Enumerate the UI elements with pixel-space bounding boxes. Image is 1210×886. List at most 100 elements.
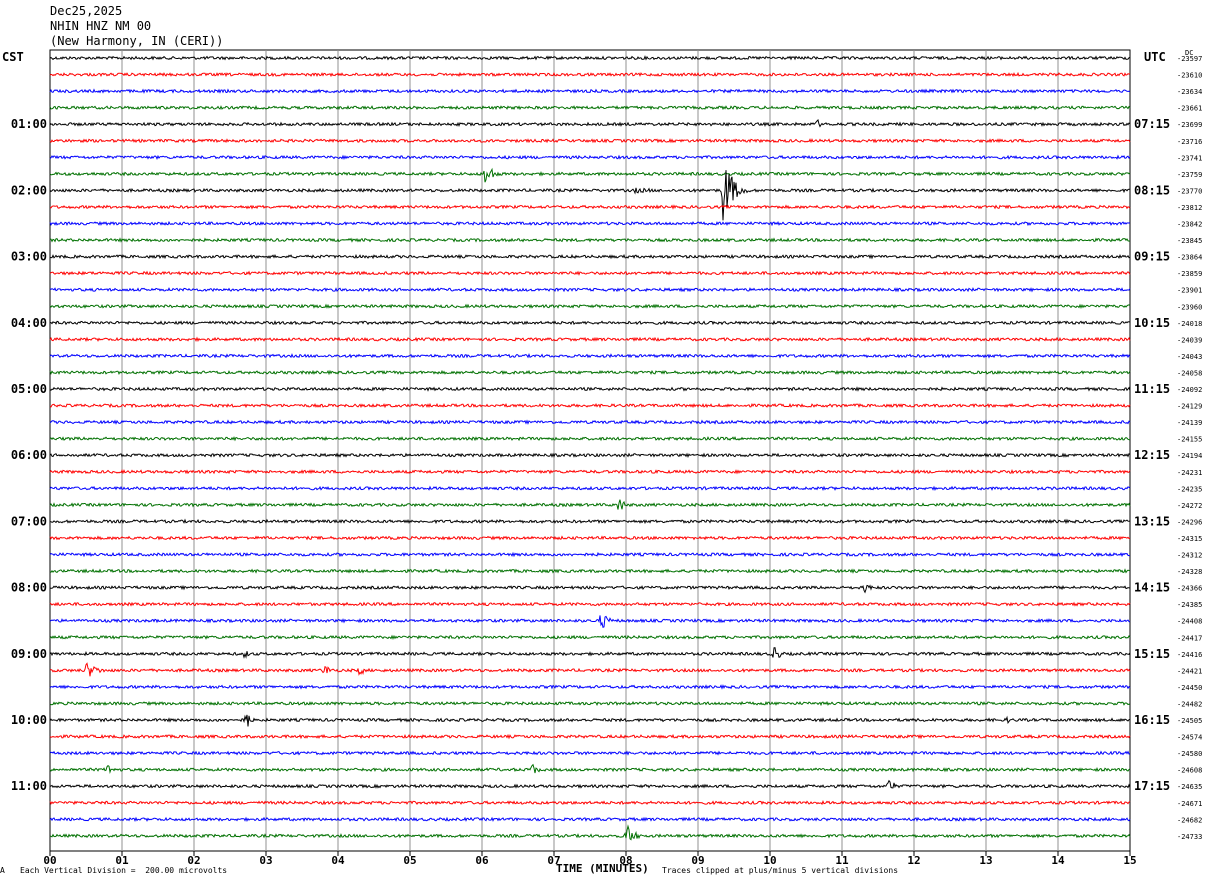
trace-21 — [49, 402, 1131, 409]
dc-offset-label: -24682 — [1177, 816, 1202, 824]
trace-16 — [49, 320, 1131, 326]
trace-41 — [49, 733, 1131, 740]
trace-33 — [49, 601, 1131, 607]
dc-offset-label: -24408 — [1177, 618, 1202, 626]
trace-38 — [49, 684, 1131, 690]
trace-11 — [49, 237, 1131, 243]
trace-13 — [49, 270, 1131, 276]
dc-offset-label: -24043 — [1177, 353, 1202, 361]
trace-46 — [49, 816, 1131, 823]
x-tick-label: 11 — [835, 854, 849, 867]
x-tick-label: 09 — [691, 854, 704, 867]
x-tick-label: 10 — [763, 854, 776, 867]
dc-offset-label: -24312 — [1177, 552, 1202, 560]
trace-14 — [49, 287, 1131, 293]
trace-37 — [49, 662, 1131, 677]
dc-offset-label: -24450 — [1177, 684, 1202, 692]
dc-offset-label: -24155 — [1177, 436, 1202, 444]
left-time-label: 04:00 — [11, 316, 47, 330]
corner-mark: A — [0, 866, 5, 875]
right-time-label: 11:15 — [1134, 382, 1170, 396]
left-time-label: 10:00 — [11, 713, 47, 727]
dc-offset-label: -24417 — [1177, 634, 1202, 642]
dc-offset-label: -23661 — [1177, 105, 1202, 113]
trace-8 — [49, 170, 1130, 221]
dc-offset-label: -24328 — [1177, 568, 1202, 576]
trace-10 — [49, 220, 1131, 227]
dc-offset-label: -24366 — [1177, 585, 1202, 593]
grid-lines — [49, 49, 1131, 856]
dc-offset-label: -24421 — [1177, 667, 1202, 675]
time-labels: 00 01 02 03 04 05 06 07 08 09 10 11 12 13 14 15 -23597 -2… — [11, 55, 1202, 867]
dc-offset-label: -23845 — [1177, 237, 1202, 245]
dc-offset-label: -23741 — [1177, 154, 1202, 162]
trace-17 — [49, 336, 1131, 343]
x-tick-label: 13 — [979, 854, 992, 867]
dc-offset-label: -23634 — [1177, 88, 1202, 96]
left-time-label: 01:00 — [11, 117, 47, 131]
trace-28 — [50, 518, 1131, 525]
dc-offset-label: -24272 — [1177, 502, 1202, 510]
right-time-label: 15:15 — [1134, 647, 1170, 661]
dc-label: DC — [1185, 49, 1194, 57]
x-tick-label: 03 — [259, 854, 272, 867]
dc-offset-label: -24385 — [1177, 601, 1202, 609]
dc-offset-label: -23864 — [1177, 254, 1202, 262]
dc-offset-label: -23759 — [1177, 171, 1202, 179]
trace-15 — [49, 303, 1131, 309]
dc-offset-label: -23610 — [1177, 72, 1202, 80]
left-time-label: 06:00 — [11, 448, 47, 462]
dc-offset-label: -24635 — [1177, 783, 1202, 791]
right-time-label: 09:15 — [1134, 250, 1170, 264]
x-tick-label: 06 — [475, 854, 489, 867]
trace-1 — [49, 71, 1131, 78]
trace-42 — [49, 750, 1131, 756]
clip-note: Traces clipped at plus/minus 5 vertical … — [662, 866, 899, 875]
right-time-label: 16:15 — [1134, 713, 1170, 727]
dc-offset-label: -24580 — [1177, 750, 1202, 758]
x-tick-label: 14 — [1051, 854, 1065, 867]
trace-25 — [49, 468, 1131, 475]
header-location: (New Harmony, IN (CERI)) — [50, 34, 224, 48]
x-tick-label: 12 — [907, 854, 920, 867]
dc-offset-label: -24482 — [1177, 700, 1202, 708]
dc-offset-label: -24129 — [1177, 403, 1202, 411]
left-zone-label: CST — [2, 50, 24, 64]
dc-offset-label: -24139 — [1177, 419, 1202, 427]
left-time-label: 11:00 — [11, 779, 47, 793]
trace-6 — [49, 154, 1131, 160]
dc-offset-label: -24235 — [1177, 485, 1202, 493]
dc-offset-label: -24194 — [1177, 452, 1202, 460]
right-time-label: 17:15 — [1134, 779, 1170, 793]
left-time-label: 08:00 — [11, 581, 47, 595]
trace-43 — [49, 763, 1131, 774]
dc-offset-label: -23812 — [1177, 204, 1202, 212]
dc-offset-label: -24039 — [1177, 336, 1202, 344]
trace-0 — [49, 55, 1131, 61]
right-time-label: 13:15 — [1134, 514, 1170, 528]
header-date: Dec25,2025 — [50, 4, 123, 18]
trace-45 — [49, 799, 1131, 806]
left-time-label: 09:00 — [11, 647, 47, 661]
x-tick-label: 08 — [619, 854, 632, 867]
trace-4 — [49, 119, 1131, 128]
trace-5 — [49, 138, 1131, 144]
trace-26 — [49, 485, 1131, 492]
trace-23 — [49, 436, 1131, 442]
right-time-label: 10:15 — [1134, 316, 1170, 330]
seismic-traces — [49, 55, 1131, 841]
x-tick-label: 07 — [547, 854, 560, 867]
dc-offset-label: -24574 — [1177, 734, 1202, 742]
dc-offset-label: -23597 — [1177, 55, 1202, 63]
trace-3 — [49, 105, 1131, 111]
dc-offset-label: -24058 — [1177, 369, 1202, 377]
left-time-label: 02:00 — [11, 183, 47, 197]
dc-offset-label: -23859 — [1177, 270, 1202, 278]
dc-offset-label: -24505 — [1177, 717, 1202, 725]
dc-offset-label: -24416 — [1177, 651, 1202, 659]
dc-offset-label: -24296 — [1177, 518, 1202, 526]
trace-29 — [49, 535, 1131, 541]
x-tick-label: 02 — [187, 854, 200, 867]
dc-offset-label: -23901 — [1177, 287, 1202, 295]
